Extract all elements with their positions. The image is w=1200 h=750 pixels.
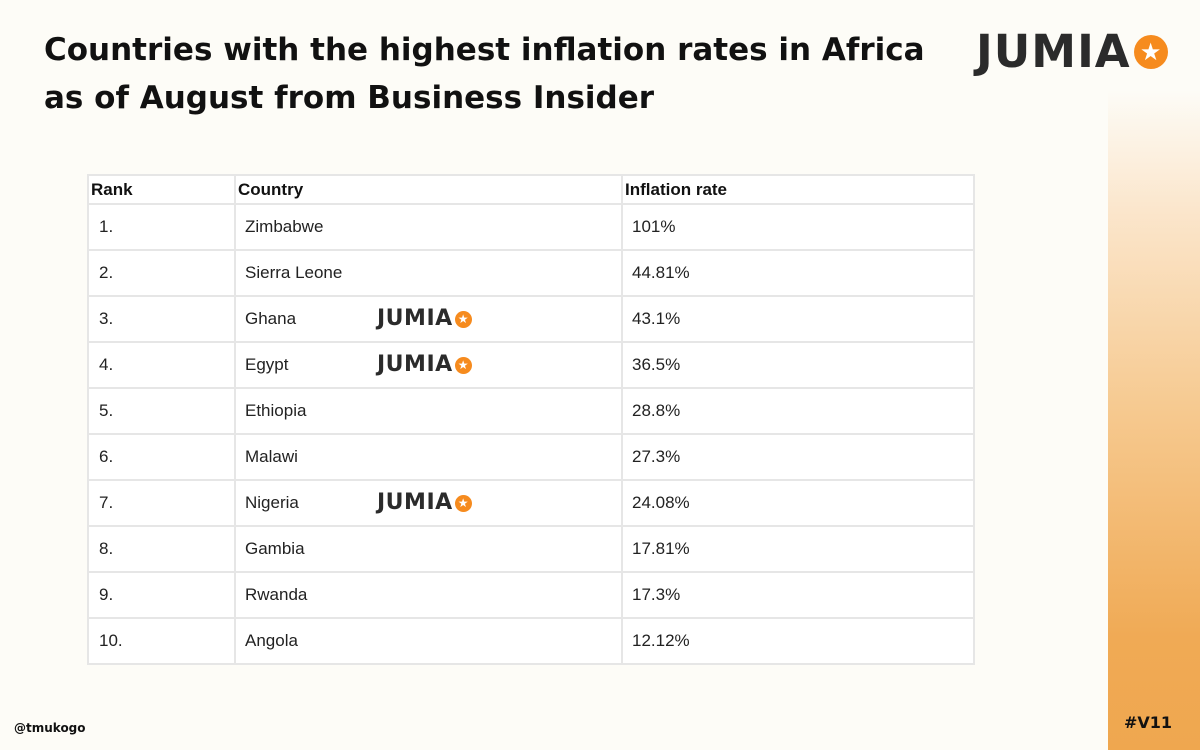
inflation-rate-header: Inflation rate [621,174,975,205]
inflation-rate-cell: 27.3% [621,433,975,481]
jumia-logo: JUMIA ★ [976,25,1168,78]
jumia-wordmark: JUMIA [377,306,453,331]
table-row: 4. Egypt JUMIA ★ 36.5% [87,341,975,389]
rank-cell: 8. [87,525,236,573]
country-name: Zimbabwe [245,217,324,236]
inflation-rate-cell: 28.8% [621,387,975,435]
country-name: Egypt [245,355,289,374]
country-cell: GambiaJUMIA★ [234,525,623,573]
table-row: 3. Ghana JUMIA ★ 43.1% [87,295,975,343]
country-cell: MalawiJUMIA★ [234,433,623,481]
rank-cell: 2. [87,249,236,297]
rank-cell: 7. [87,479,236,527]
country-name: Gambia [245,539,305,558]
country-cell: EthiopiaJUMIA★ [234,387,623,435]
inflation-rate-cell: 17.3% [621,571,975,619]
table-row: 5. EthiopiaJUMIA★ 28.8% [87,387,975,435]
page-title: Countries with the highest inflation rat… [44,32,925,116]
rank-cell: 1. [87,203,236,251]
country-name: Rwanda [245,585,308,604]
country-cell: Egypt JUMIA ★ [234,341,623,389]
star-icon: ★ [454,356,472,374]
country-cell: ZimbabweJUMIA★ [234,203,623,251]
inflation-rate-cell: 17.81% [621,525,975,573]
inflation-rate-cell: 43.1% [621,295,975,343]
table-row: 7. Nigeria JUMIA ★ 24.08% [87,479,975,527]
table-row: 2. Sierra LeoneJUMIA★ 44.81% [87,249,975,297]
inflation-rate-cell: 44.81% [621,249,975,297]
rank-cell: 10. [87,617,236,665]
star-icon: ★ [454,310,472,328]
country-cell: Nigeria JUMIA ★ [234,479,623,527]
country-name: Ethiopia [245,401,307,420]
inflation-table: Rank Country Inflation rate 1. ZimbabweJ… [87,174,975,665]
jumia-row-logo: JUMIA ★ [377,307,472,331]
rank-header: Rank [87,174,236,205]
jumia-wordmark: JUMIA [377,352,453,377]
jumia-row-logo: JUMIA ★ [377,491,472,515]
country-name: Malawi [245,447,298,466]
author-handle: @tmukogo [14,721,86,735]
country-cell: Sierra LeoneJUMIA★ [234,249,623,297]
country-name: Nigeria [245,493,299,512]
table-row: 10. AngolaJUMIA★ 12.12% [87,617,975,665]
country-name: Ghana [245,309,297,328]
country-cell: RwandaJUMIA★ [234,571,623,619]
jumia-wordmark: JUMIA [976,25,1131,78]
jumia-row-logo: JUMIA ★ [377,353,472,377]
inflation-rate-cell: 12.12% [621,617,975,665]
inflation-rate-cell: 24.08% [621,479,975,527]
table-row: 8. GambiaJUMIA★ 17.81% [87,525,975,573]
jumia-wordmark: JUMIA [377,490,453,515]
star-icon: ★ [1133,35,1168,69]
country-cell: AngolaJUMIA★ [234,617,623,665]
inflation-rate-cell: 36.5% [621,341,975,389]
orange-gradient-stripe [1108,0,1200,750]
rank-cell: 3. [87,295,236,343]
country-name: Angola [245,631,298,650]
country-cell: Ghana JUMIA ★ [234,295,623,343]
star-icon: ★ [454,494,472,512]
table-row: 1. ZimbabweJUMIA★ 101% [87,203,975,251]
country-header: Country [234,174,623,205]
rank-cell: 4. [87,341,236,389]
inflation-rate-cell: 101% [621,203,975,251]
country-name: Sierra Leone [245,263,343,282]
rank-cell: 6. [87,433,236,481]
slide-tag: #V11 [1124,713,1173,732]
table-row: 6. MalawiJUMIA★ 27.3% [87,433,975,481]
rank-cell: 9. [87,571,236,619]
table-row: 9. RwandaJUMIA★ 17.3% [87,571,975,619]
rank-cell: 5. [87,387,236,435]
table-header-row: Rank Country Inflation rate [87,174,975,205]
